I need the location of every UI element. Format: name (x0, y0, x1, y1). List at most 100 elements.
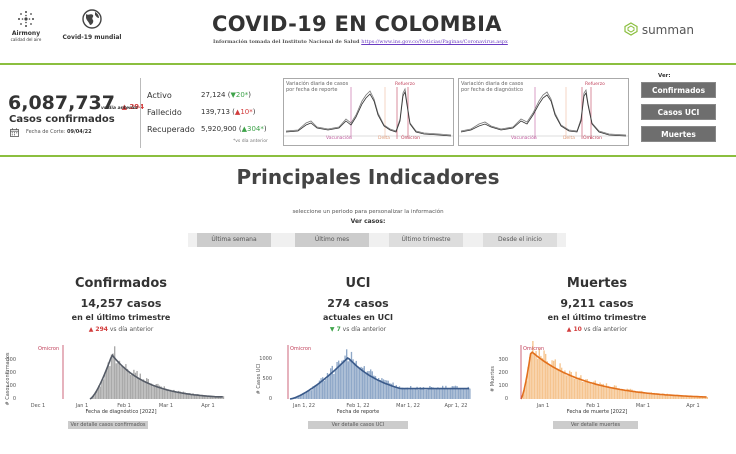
chart-bar (527, 366, 529, 399)
panel-uci-delta-value: 7 (336, 326, 341, 333)
chart-muertes-omicron-label: Omicron (523, 346, 544, 352)
chart-bar (149, 384, 151, 399)
period-ultimo-mes[interactable]: Último mes (295, 233, 369, 247)
chart-bar (200, 395, 202, 399)
ver-casos-uci-button[interactable]: Casos UCI (641, 104, 716, 120)
period-ultima-semana[interactable]: Última semana (197, 233, 271, 247)
panel-uci-title: UCI (345, 276, 371, 291)
chart-bar (214, 396, 217, 399)
chart-muertes[interactable]: Omicron 300 200 100 0 Jan 1 Feb 1 Mar 1 … (486, 341, 712, 411)
chart-bar (197, 394, 199, 399)
chart-bar (533, 352, 536, 399)
calendar-icon (10, 128, 19, 137)
chart-bar (174, 391, 177, 399)
chart-bar (553, 360, 555, 399)
chart-bar (633, 392, 635, 399)
chart-bar (577, 379, 579, 399)
ver-confirmados-button[interactable]: Confirmados (641, 82, 716, 98)
mini-chart-diagnostico-vac-label: Vacunación (511, 136, 537, 141)
chart-bar (362, 367, 364, 399)
panel-muertes-title: Muertes (566, 276, 628, 291)
panel-confirmados-delta: ▲ 294 vs día anterior (21, 326, 221, 333)
chart-bar (219, 396, 221, 399)
chart-bar (629, 388, 632, 399)
chart-bar (104, 372, 106, 399)
chart-bar (144, 381, 146, 399)
chart-bar (540, 355, 542, 399)
chart-bar (96, 389, 98, 399)
summan-logo[interactable]: summan (624, 22, 694, 37)
chart-bar (631, 389, 633, 399)
chart-bar (171, 391, 173, 399)
chart-bar (580, 375, 582, 399)
chart-bar (142, 379, 145, 399)
chart-bar (650, 392, 652, 399)
chart-bar (459, 388, 461, 399)
chart-bar (390, 383, 393, 399)
chart-bar (173, 389, 175, 399)
chart-bar (117, 362, 119, 399)
chart-bar (190, 394, 193, 399)
period-bar (188, 233, 566, 247)
chart-bar (575, 371, 577, 399)
chart-bar (118, 360, 121, 399)
source-link[interactable]: https://www.ins.gov.co/Noticias/Paginas/… (361, 39, 508, 45)
chart-bar (430, 387, 433, 399)
chart-bar (381, 378, 383, 399)
vs-label-part2: anterior (117, 106, 139, 111)
chart-bar (466, 389, 468, 399)
chart-bar (309, 390, 311, 399)
chart-bar (561, 367, 563, 399)
chart-bar (397, 387, 399, 399)
mini-chart-diagnostico-plot (459, 87, 628, 139)
period-desde-el-inicio[interactable]: Desde el inicio (483, 233, 557, 247)
chart-bar (318, 380, 321, 399)
chart-uci-omicron-label: Omicron (290, 346, 311, 352)
chart-bar (557, 369, 560, 399)
chart-bar (208, 395, 210, 399)
chart-bar (206, 395, 209, 399)
ver-muertes-button[interactable]: Muertes (641, 126, 716, 142)
chart-bar (302, 393, 305, 399)
chart-bar (695, 396, 697, 399)
detalle-muertes-button[interactable]: Ver detalle muertes (553, 421, 638, 429)
mini-chart-diagnostico[interactable]: Variación diaria de casos por fecha de d… (458, 78, 629, 146)
chart-bar (336, 362, 338, 399)
mini-chart-diagnostico-omicron-label: Ómicron (583, 136, 603, 141)
chart-bar (157, 383, 159, 399)
mini-chart-reporte[interactable]: Variación diaria de casos por fecha de r… (283, 78, 454, 146)
page-title: COVID-19 EN COLOMBIA (212, 12, 502, 36)
chart-bar (358, 369, 361, 399)
detalle-confirmados-button[interactable]: Ver detalle casos confirmados (68, 421, 148, 429)
airmony-link[interactable]: Airmony calidad del aire (6, 8, 46, 42)
chart-bar (657, 394, 659, 399)
chart-confirmados[interactable]: Omicron 300 200 100 0 Dec 1 Jan 1 Feb 1 … (2, 341, 228, 411)
chart-uci-xtick-jan: Jan 1, 22 (292, 403, 315, 409)
chart-bar (195, 395, 197, 399)
chart-bar (642, 392, 644, 399)
chart-bar (371, 371, 373, 399)
chart-confirmados-ytick-200: 200 (6, 370, 16, 376)
chart-bar (160, 386, 162, 399)
chart-uci[interactable]: Omicron 1000 500 0 Jan 1, 22 Feb 1, 22 M… (248, 341, 474, 411)
chart-bar (597, 384, 600, 399)
ver-title: Ver: (658, 73, 671, 79)
chart-uci-xlabel: Fecha de reporte (336, 409, 380, 415)
chart-bar (110, 354, 113, 399)
chart-bar (602, 383, 604, 399)
chart-bar (102, 379, 105, 399)
chart-uci-bars (291, 349, 471, 399)
chart-bar (210, 395, 212, 399)
chart-confirmados-xtick-jan: Jan 1 (75, 403, 88, 409)
mini-chart-reporte-plot (284, 87, 453, 139)
chart-bar (605, 383, 608, 399)
chart-bar (342, 359, 345, 399)
chart-bar (690, 396, 692, 399)
detalle-uci-button[interactable]: Ver detalle casos UCI (308, 421, 408, 429)
covid-mundial-link[interactable]: Covid-19 mundial (62, 8, 122, 41)
chart-bar (125, 364, 127, 399)
period-ultimo-trimestre[interactable]: Último trimestre (389, 233, 463, 247)
chart-bar (427, 388, 429, 399)
chart-bar (676, 394, 678, 399)
chart-bar (626, 388, 628, 399)
